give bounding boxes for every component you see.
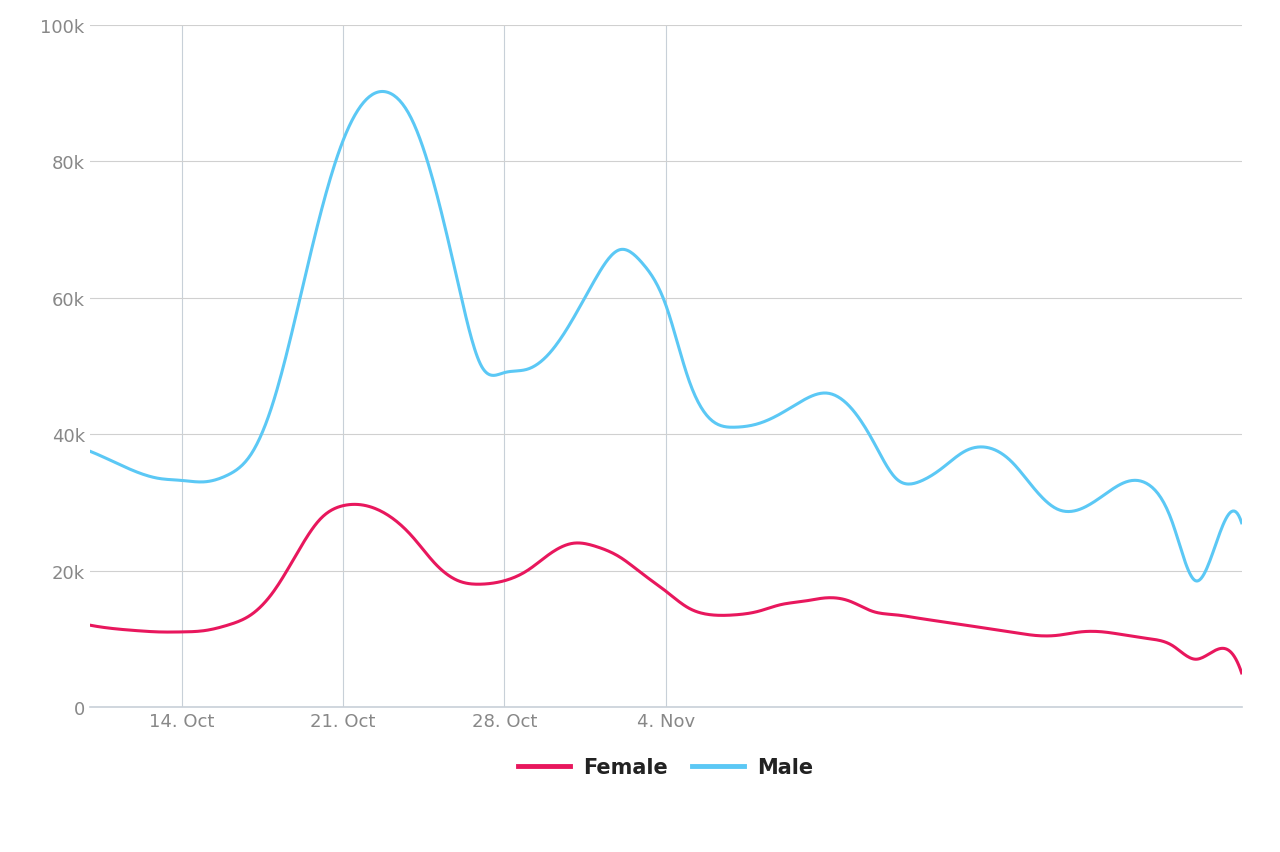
Line: Male: Male (90, 92, 1242, 581)
Male (1075, 504, 1091, 514)
Male (82, 446, 97, 457)
Male (1234, 518, 1249, 528)
Female (82, 620, 97, 630)
Legend: Female, Male: Female, Male (509, 749, 822, 786)
Male (957, 446, 973, 457)
Male (782, 403, 797, 413)
Female (753, 606, 768, 616)
Female (1075, 627, 1091, 637)
Male (375, 87, 390, 97)
Female (347, 499, 362, 509)
Male (152, 474, 168, 484)
Male (753, 418, 768, 429)
Female (957, 620, 973, 630)
Female (817, 593, 832, 603)
Male (1189, 576, 1204, 586)
Male (817, 389, 832, 399)
Female (152, 627, 168, 637)
Line: Female: Female (90, 504, 1242, 673)
Female (1234, 668, 1249, 678)
Female (782, 598, 797, 608)
